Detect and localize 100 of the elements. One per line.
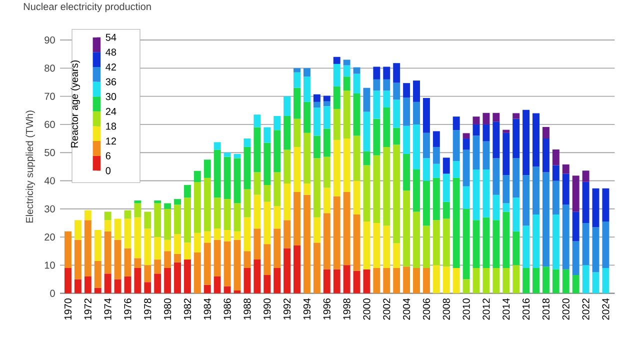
bar	[174, 199, 181, 205]
bar	[542, 126, 550, 139]
bar	[462, 138, 470, 150]
bar	[562, 164, 570, 174]
bar	[393, 268, 400, 294]
x-tick-label: 2006	[422, 298, 430, 320]
x-tick-label: 2016	[522, 298, 530, 320]
x-tick-label: 1984	[204, 298, 211, 320]
bar	[442, 218, 450, 267]
bar	[393, 100, 400, 128]
bar	[294, 68, 300, 72]
bar	[323, 128, 330, 157]
bar	[502, 268, 510, 294]
bar	[194, 170, 201, 182]
bar	[442, 266, 450, 294]
bar	[403, 126, 410, 154]
bar	[502, 203, 510, 212]
annotation: 24	[106, 108, 116, 115]
bar	[294, 118, 300, 147]
bar	[383, 226, 390, 268]
bar	[572, 176, 580, 212]
bar	[174, 234, 181, 254]
bar	[184, 184, 191, 198]
bar	[264, 244, 271, 276]
bar	[284, 220, 291, 248]
bar	[214, 228, 221, 240]
bar	[512, 158, 520, 198]
y-tick-label: 90	[44, 36, 55, 44]
bar	[592, 227, 600, 272]
bar	[244, 268, 251, 294]
y-tick-label: 20	[44, 233, 55, 241]
bar	[94, 288, 102, 294]
bar	[403, 154, 410, 191]
bar	[194, 232, 201, 253]
bar	[284, 248, 291, 294]
bar	[462, 186, 470, 209]
bar	[442, 158, 450, 174]
bar	[244, 251, 251, 268]
bar	[343, 138, 350, 192]
bar	[512, 113, 520, 119]
x-tick-label: 1978	[144, 298, 152, 320]
bar	[204, 160, 211, 178]
x-tick-label: 1994	[303, 298, 311, 320]
bar	[194, 182, 201, 233]
x-tick-label: 1992	[284, 298, 291, 320]
bar	[373, 222, 380, 268]
bar	[492, 158, 500, 195]
x-tick-label: 2014	[502, 298, 510, 320]
bar	[244, 138, 251, 147]
bar	[592, 188, 600, 228]
bar	[562, 269, 570, 294]
bar	[502, 175, 510, 204]
bar	[244, 146, 251, 190]
bar	[84, 276, 92, 294]
bar	[144, 228, 152, 266]
bar	[482, 112, 490, 124]
bar	[303, 132, 310, 184]
bar	[403, 190, 410, 267]
bar	[224, 286, 231, 294]
bar	[74, 279, 82, 294]
bar	[472, 124, 480, 136]
bar	[462, 279, 470, 294]
bar	[294, 245, 300, 294]
bar	[254, 194, 261, 229]
bar	[284, 116, 291, 150]
bar	[254, 114, 261, 128]
bar	[492, 122, 500, 158]
annotation: 30	[106, 93, 116, 100]
bar	[522, 226, 530, 268]
bar	[144, 212, 152, 229]
bar	[422, 158, 430, 181]
bar	[164, 208, 172, 240]
bar	[234, 158, 241, 204]
bar	[124, 276, 132, 294]
bar	[432, 146, 440, 164]
bar	[224, 230, 231, 242]
bar	[482, 169, 490, 218]
bar	[363, 88, 370, 112]
bar	[303, 68, 310, 77]
bar	[274, 130, 281, 172]
bar	[264, 275, 271, 294]
bar	[502, 212, 510, 268]
bar	[204, 242, 211, 285]
bar	[353, 74, 360, 94]
bar	[303, 194, 310, 294]
bar	[124, 218, 132, 248]
bar	[313, 158, 320, 218]
x-tick-label: 1990	[264, 298, 271, 320]
bar	[582, 265, 590, 294]
bar	[244, 217, 251, 252]
bar	[432, 265, 440, 294]
bar	[393, 128, 400, 145]
bar	[452, 130, 460, 162]
bar	[552, 165, 560, 181]
bar	[274, 116, 281, 130]
x-tick-label: 2004	[403, 298, 410, 320]
bar	[532, 214, 540, 268]
bar	[572, 241, 580, 276]
bar	[104, 274, 112, 294]
bar	[482, 268, 490, 294]
